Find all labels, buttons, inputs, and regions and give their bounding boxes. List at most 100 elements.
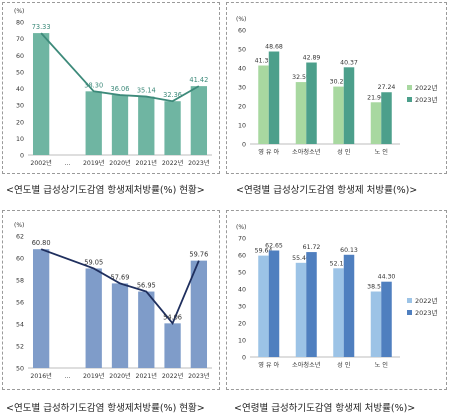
y-tick-label: 70 — [16, 36, 24, 43]
y-axis-unit-label-3: (%) — [14, 222, 24, 229]
y-tick-label: 60 — [16, 53, 24, 60]
x-tick-label: 영 유 아 — [258, 148, 279, 156]
data-label: 54.06 — [163, 313, 182, 321]
bar-2023년 — [190, 260, 208, 368]
legend-swatch-2022년 — [407, 298, 412, 303]
y-tick-label: 20 — [238, 321, 246, 328]
bar-2022년-영 유 아 — [258, 65, 269, 144]
y-tick-label: 10 — [238, 338, 246, 345]
y-tick-label: 52 — [16, 344, 24, 351]
x-tick-label: 영 유 아 — [258, 361, 279, 369]
bar-2022년-영 유 아 — [258, 255, 269, 357]
y-tick-label: 0 — [242, 355, 246, 362]
bar-2021년 — [138, 291, 155, 368]
x-tick-label: 2020년 — [109, 372, 131, 380]
y-tick-label: 0 — [20, 153, 24, 160]
bar-2022년-성 인 — [333, 86, 344, 144]
data-label: 30.22 — [330, 79, 348, 86]
y-tick-label: 58 — [16, 278, 24, 285]
bar-2023년-영 유 아 — [268, 250, 280, 357]
legend-swatch-2023년 — [407, 310, 412, 315]
data-label: 32.36 — [163, 91, 182, 99]
x-tick-label: 2019년 — [83, 372, 105, 380]
y-tick-label: 50 — [16, 69, 24, 76]
x-tick-label: 2019년 — [83, 159, 105, 167]
y-tick-label: 60 — [238, 28, 246, 35]
caption-chart-1: <연도별 급성상기도감염 항생제처방률(%) 현황> — [6, 185, 205, 196]
data-label: 60.13 — [340, 247, 358, 254]
bar-2019년 — [85, 91, 102, 155]
data-label: 44.30 — [378, 274, 396, 281]
x-tick-label: 2022년 — [162, 372, 184, 380]
x-tick-label: ... — [64, 373, 70, 380]
y-tick-label: 80 — [16, 20, 24, 27]
y-tick-label: 62 — [16, 234, 24, 241]
data-label: 32.59 — [292, 74, 310, 81]
legend-label-2023년: 2023년 — [415, 308, 438, 317]
bar-2023년-성 인 — [343, 254, 355, 357]
x-tick-label: 성 인 — [337, 361, 351, 369]
data-label: 27.24 — [378, 84, 396, 91]
y-tick-label: 70 — [238, 236, 246, 243]
bar-2023년-영 유 아 — [268, 51, 280, 145]
bar-2023년-성 인 — [343, 67, 355, 144]
bar-2023년-소아청소년 — [306, 252, 317, 357]
data-label: 59.76 — [189, 251, 208, 259]
legend-label-2023년: 2023년 — [415, 95, 438, 104]
data-label: 48.68 — [265, 44, 283, 51]
data-label: 41.31 — [255, 58, 273, 65]
caption-chart-3: <연도별 급성하기도감염 항생제처방률(%) 현황> — [6, 403, 205, 414]
x-tick-label: 소아청소년 — [292, 148, 321, 156]
data-label: 55.40 — [292, 255, 310, 262]
y-axis-unit-label-2: (%) — [236, 16, 246, 23]
y-tick-label: 10 — [238, 123, 246, 130]
data-label: 52.18 — [330, 260, 348, 267]
trend-line — [40, 32, 200, 103]
y-axis-unit-label-1: (%) — [14, 8, 24, 15]
y-tick-label: 0 — [242, 142, 246, 149]
data-label: 40.37 — [340, 59, 358, 66]
y-tick-label: 30 — [238, 85, 246, 92]
bar-2022년-노 인 — [370, 102, 382, 144]
data-label: 42.89 — [303, 55, 321, 62]
data-label: 73.33 — [32, 23, 51, 31]
y-tick-label: 50 — [238, 270, 246, 277]
y-tick-label: 50 — [238, 47, 246, 54]
bar-2020년 — [111, 283, 129, 368]
data-label: 59.05 — [84, 258, 103, 266]
data-label: 62.65 — [265, 242, 283, 249]
caption-chart-4: <연령별 급성하기도감염 항생제 처방률(%)> — [234, 403, 416, 414]
data-label: 56.95 — [137, 282, 156, 290]
data-label: 35.14 — [137, 87, 156, 95]
x-tick-label: 2021년 — [136, 372, 158, 380]
x-tick-label: 2023년 — [188, 372, 210, 380]
x-tick-label: 2022년 — [162, 159, 184, 167]
bar-2023년-노 인 — [381, 92, 392, 144]
y-tick-label: 10 — [16, 136, 24, 143]
data-label: 38.53 — [367, 283, 385, 290]
data-label: 38.30 — [84, 81, 103, 89]
bar-2022년-소아청소년 — [295, 82, 307, 144]
chart-panel-4 — [226, 210, 447, 390]
data-label: 41.42 — [189, 76, 208, 84]
y-tick-label: 20 — [238, 104, 246, 111]
data-label: 21.96 — [367, 94, 385, 101]
legend-label-2022년: 2022년 — [415, 296, 438, 305]
y-tick-label: 30 — [16, 103, 24, 110]
legend-swatch-2023년 — [407, 97, 412, 102]
x-tick-label: 2023년 — [188, 159, 210, 167]
bar-2022년 — [164, 101, 181, 155]
bar-2021년 — [138, 96, 155, 155]
data-label: 36.06 — [111, 85, 130, 93]
x-tick-label: 2021년 — [136, 159, 158, 167]
data-label: 59.64 — [255, 248, 273, 255]
bar-2022년-소아청소년 — [295, 262, 307, 357]
y-tick-label: 54 — [16, 322, 24, 329]
bar-2022년-성 인 — [333, 268, 344, 357]
bar-2019년 — [85, 268, 102, 368]
x-tick-label: 2002년 — [30, 159, 52, 167]
trend-line — [40, 248, 200, 326]
chart-panel-1 — [2, 2, 220, 174]
x-tick-label: ... — [64, 160, 70, 167]
